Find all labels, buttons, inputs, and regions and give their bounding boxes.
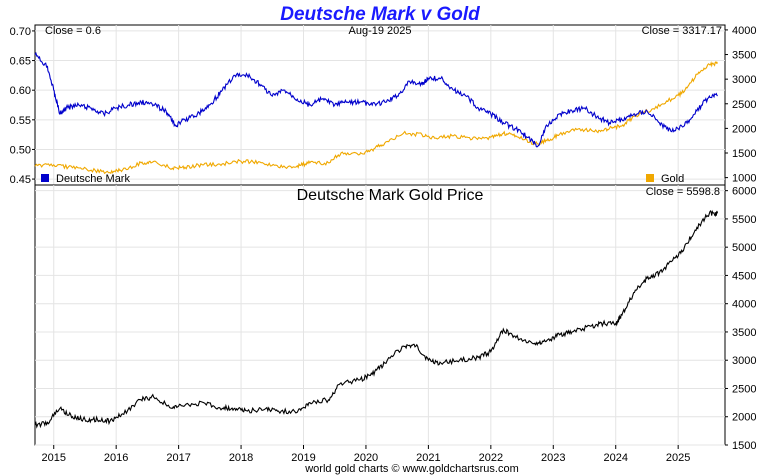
series-line-gold-price bbox=[34, 209, 719, 429]
right-tick-label: 4000 bbox=[732, 25, 756, 37]
right-tick-label: 2000 bbox=[732, 123, 756, 135]
top-right-axis: 1000 1500 2000 2500 3000 3500 4000 bbox=[725, 25, 756, 185]
x-axis: 2015 2016 2017 2018 2019 2020 2021 2022 2023 2024… bbox=[41, 445, 690, 464]
bottom-right-tick-label: 6000 bbox=[732, 186, 756, 198]
right-close-label: Close = 3317.17 bbox=[642, 25, 722, 37]
bottom-right-tick-label: 1500 bbox=[732, 440, 756, 452]
bottom-right-tick-label: 3500 bbox=[732, 327, 756, 339]
x-tick-label: 2015 bbox=[41, 452, 65, 464]
left-close-label: Close = 0.6 bbox=[45, 25, 101, 37]
bottom-chart-title: Deutsche Mark Gold Price bbox=[297, 187, 484, 204]
x-tick-label: 2021 bbox=[416, 452, 440, 464]
bottom-grid bbox=[35, 185, 725, 446]
bottom-right-tick-label: 2000 bbox=[732, 412, 756, 424]
top-grid bbox=[35, 25, 725, 185]
legend-label-gold: Gold bbox=[661, 173, 684, 185]
date-label: Aug-19 2025 bbox=[349, 25, 412, 37]
x-tick-label: 2020 bbox=[354, 452, 378, 464]
x-tick-label: 2016 bbox=[104, 452, 128, 464]
x-tick-label: 2024 bbox=[603, 452, 627, 464]
right-tick-label: 1000 bbox=[732, 173, 756, 185]
x-tick-label: 2025 bbox=[666, 452, 690, 464]
bottom-right-tick-label: 4500 bbox=[732, 270, 756, 282]
top-series-group bbox=[34, 51, 718, 175]
left-tick-label: 0.55 bbox=[10, 115, 31, 127]
bottom-right-tick-label: 2500 bbox=[732, 383, 756, 395]
bottom-right-tick-label: 5000 bbox=[732, 242, 756, 254]
left-tick-label: 0.50 bbox=[10, 144, 31, 156]
top-left-axis: 0.45 0.50 0.55 0.60 0.65 0.70 bbox=[10, 26, 35, 186]
left-tick-label: 0.70 bbox=[10, 26, 31, 38]
series-line-deutsche-mark bbox=[34, 51, 718, 148]
legend-label-deutsche-mark: Deutsche Mark bbox=[56, 173, 130, 185]
x-tick-label: 2018 bbox=[229, 452, 253, 464]
series-line-gold bbox=[34, 61, 718, 175]
left-tick-label: 0.65 bbox=[10, 56, 31, 68]
x-tick-label: 2023 bbox=[541, 452, 565, 464]
legend-swatch-deutsche-mark bbox=[41, 174, 49, 182]
bottom-panel: 1500 2000 2500 3000 3500 4000 4500 5000 5500 6000… bbox=[34, 184, 756, 452]
bottom-right-tick-label: 4000 bbox=[732, 299, 756, 311]
bottom-plot-frame bbox=[34, 184, 726, 446]
x-tick-label: 2022 bbox=[479, 452, 503, 464]
x-tick-label: 2019 bbox=[291, 452, 315, 464]
right-tick-label: 3000 bbox=[732, 74, 756, 86]
top-panel: 0.45 0.50 0.55 0.60 0.65 0.70 1000 1500 2000 250… bbox=[10, 24, 756, 186]
footer-credit: world gold charts © www.goldchartsrus.co… bbox=[304, 463, 519, 475]
x-tick-label: 2017 bbox=[166, 452, 190, 464]
bottom-right-tick-label: 5500 bbox=[732, 214, 756, 226]
right-tick-label: 1500 bbox=[732, 148, 756, 160]
bottom-right-tick-label: 3000 bbox=[732, 355, 756, 367]
left-tick-label: 0.45 bbox=[10, 174, 31, 186]
bottom-right-axis: 1500 2000 2500 3000 3500 4000 4500 5000 5500 6000 bbox=[725, 186, 756, 452]
right-tick-label: 2500 bbox=[732, 99, 756, 111]
bottom-close-label: Close = 5598.8 bbox=[646, 186, 720, 198]
chart-title: Deutsche Mark v Gold bbox=[280, 4, 480, 25]
right-tick-label: 3500 bbox=[732, 50, 756, 62]
bottom-series-group bbox=[34, 209, 719, 429]
left-tick-label: 0.60 bbox=[10, 85, 31, 97]
legend-swatch-gold bbox=[646, 174, 654, 182]
